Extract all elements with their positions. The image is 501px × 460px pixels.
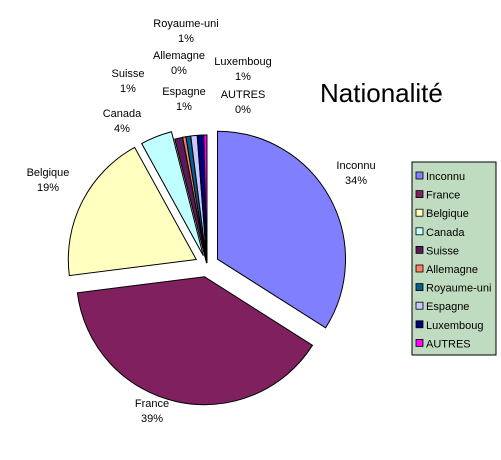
pie-slice-canada — [140, 131, 204, 256]
slice-label-percent: 1% — [235, 71, 251, 83]
slice-label-percent: 1% — [178, 33, 194, 45]
slice-label-percent: 0% — [235, 104, 251, 116]
slice-label-name: Inconnu — [336, 160, 375, 172]
legend-entry: AUTRES — [426, 338, 471, 350]
legend-entry: Luxemboug — [426, 320, 484, 332]
slice-label-name: Belgique — [27, 167, 70, 179]
legend-swatch — [415, 320, 424, 329]
slice-label-name: Royaume-uni — [153, 18, 218, 30]
slice-label-percent: 39% — [141, 413, 163, 425]
chart-title: Nationalité — [320, 78, 443, 108]
legend-entry: Belgique — [426, 208, 469, 220]
slice-label-name: Suisse — [111, 68, 144, 80]
slice-label-name: Canada — [103, 108, 142, 120]
legend-box — [411, 161, 497, 356]
legend-swatch — [415, 208, 424, 217]
legend-swatch — [415, 245, 424, 254]
legend-swatch — [415, 301, 424, 310]
legend-entry: Inconnu — [426, 171, 465, 183]
legend-swatch — [415, 171, 424, 180]
legend-entry: Espagne — [426, 301, 469, 313]
slice-label-percent: 4% — [114, 123, 130, 135]
legend-entry: France — [426, 190, 460, 202]
pie-slice-autres — [203, 134, 208, 264]
slice-label-percent: 19% — [37, 182, 59, 194]
legend: Inconnu France Belgique Canada Suisse Allemag… — [411, 161, 497, 356]
pie-slice-france — [76, 276, 314, 406]
slice-label-percent: 0% — [171, 65, 187, 77]
pie-slices — [67, 130, 347, 406]
legend-swatch — [415, 227, 424, 236]
slice-label-percent: 34% — [345, 175, 367, 187]
legend-swatch — [415, 264, 424, 273]
legend-swatch — [415, 283, 424, 292]
slice-label-name: Luxemboug — [214, 56, 272, 68]
slice-labels: Inconnu 34% France 39% Belgique 19% Canada 4% Su… — [27, 18, 376, 425]
legend-swatch — [415, 190, 424, 199]
legend-entry: Suisse — [426, 245, 459, 257]
slice-label-percent: 1% — [120, 83, 136, 95]
legend-swatch — [415, 338, 424, 347]
slice-label-percent: 1% — [176, 101, 192, 113]
legend-entry: Allemagne — [426, 264, 478, 276]
slice-label-name: Espagne — [162, 86, 205, 98]
pie-slice-belgique — [67, 146, 198, 277]
slice-label-name: Allemagne — [153, 50, 205, 62]
legend-entry: Royaume-uni — [426, 283, 491, 295]
slice-label-name: AUTRES — [221, 89, 266, 101]
slice-label-name: France — [135, 398, 169, 410]
pie-slice-inconnu — [217, 130, 347, 329]
legend-entry: Canada — [426, 227, 465, 239]
